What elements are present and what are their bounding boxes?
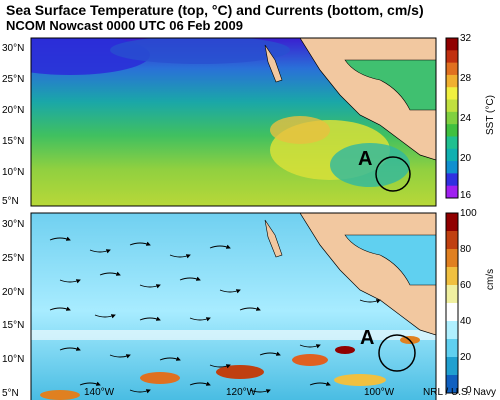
bottom-lat-tick: 30°N <box>2 219 25 230</box>
colorbar-swatch <box>446 50 458 64</box>
sst-cb-tick: 32 <box>460 33 472 44</box>
bottom-lat-tick: 5°N <box>2 388 19 399</box>
top-lat-tick: 15°N <box>2 136 25 147</box>
top-lat-tick: 20°N <box>2 105 25 116</box>
highlight-circle-bottom <box>378 334 416 372</box>
cur-cb-tick: 60 <box>460 280 472 291</box>
lon-tick: 120°W <box>226 387 257 398</box>
colorbar-swatch <box>446 213 458 232</box>
cur-cb-tick: 0 <box>466 385 472 396</box>
sst-panel: A <box>30 37 437 207</box>
colorbar-swatch <box>446 231 458 250</box>
currents-panel: A <box>30 212 437 400</box>
colorbar-swatch <box>446 99 458 113</box>
cur-cb-tick: 20 <box>460 352 472 363</box>
baja-peninsula <box>264 44 283 83</box>
top-lat-tick: 10°N <box>2 167 25 178</box>
bottom-lat-tick: 10°N <box>2 354 25 365</box>
sst-cb-tick: 24 <box>460 113 472 124</box>
lon-tick: 140°W <box>84 387 115 398</box>
colorbar-swatch <box>446 148 458 162</box>
colorbar-swatch <box>446 173 458 187</box>
colorbar-swatch <box>446 285 458 304</box>
cur-cb-tick: 80 <box>460 244 472 255</box>
bottom-lat-tick: 20°N <box>2 287 25 298</box>
lon-tick: 100°W <box>364 387 395 398</box>
colorbar-swatch <box>446 267 458 286</box>
credit-text: NRL / U.S. Navy <box>423 387 496 398</box>
colorbar-swatch <box>446 321 458 340</box>
bottom-lat-tick: 15°N <box>2 320 25 331</box>
colorbar-swatch <box>446 111 458 125</box>
colorbar-swatch <box>446 249 458 268</box>
currents-colorbar <box>445 212 459 394</box>
sst-colorbar <box>445 37 459 199</box>
sst-cb-label: SST (°C) <box>485 95 496 135</box>
top-lat-tick: 30°N <box>2 43 25 54</box>
colorbar-swatch <box>446 87 458 101</box>
colorbar-swatch <box>446 124 458 137</box>
colorbar-swatch <box>446 74 458 88</box>
annotation-a-bottom: A <box>360 327 374 349</box>
map-subtitle: NCOM Nowcast 0000 UTC 06 Feb 2009 <box>6 18 243 33</box>
colorbar-swatch <box>446 38 458 51</box>
sst-cb-tick: 16 <box>460 190 472 201</box>
colorbar-swatch <box>446 339 458 358</box>
colorbar-swatch <box>446 161 458 174</box>
cur-cb-tick: 100 <box>460 208 477 219</box>
colorbar-swatch <box>446 375 458 394</box>
colorbar-swatch <box>446 62 458 76</box>
bottom-lat-tick: 25°N <box>2 253 25 264</box>
cur-cb-label: cm/s <box>485 268 496 290</box>
sst-cb-tick: 28 <box>460 73 472 84</box>
highlight-circle <box>375 156 411 192</box>
sst-cb-tick: 20 <box>460 153 472 164</box>
colorbar-swatch <box>446 357 458 376</box>
annotation-a-top: A <box>358 148 372 170</box>
current-vectors <box>49 236 381 394</box>
top-lat-tick: 25°N <box>2 74 25 85</box>
cur-cb-tick: 40 <box>460 316 472 327</box>
map-title: Sea Surface Temperature (top, °C) and Cu… <box>6 2 424 18</box>
colorbar-swatch <box>446 185 458 199</box>
colorbar-swatch <box>446 136 458 150</box>
colorbar-swatch <box>446 303 458 322</box>
top-lat-tick: 5°N <box>2 196 19 207</box>
